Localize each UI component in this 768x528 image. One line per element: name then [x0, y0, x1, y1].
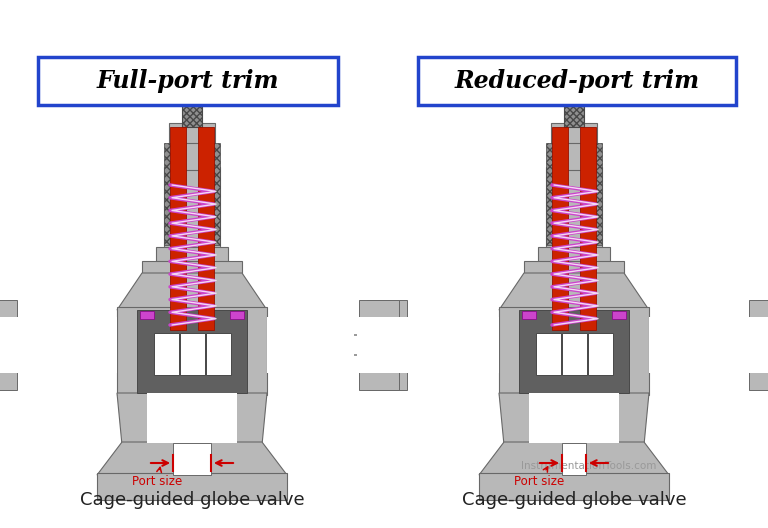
- Bar: [529, 393, 619, 443]
- Bar: [140, 311, 154, 319]
- Bar: [479, 473, 669, 500]
- Bar: [359, 320, 499, 370]
- Bar: [182, 73, 202, 127]
- Bar: [137, 310, 247, 393]
- Bar: [418, 57, 736, 105]
- Bar: [173, 143, 211, 170]
- Bar: [154, 333, 179, 375]
- Bar: [359, 317, 499, 373]
- Bar: [538, 247, 610, 265]
- Bar: [555, 143, 593, 170]
- Bar: [649, 317, 768, 373]
- Bar: [524, 261, 624, 277]
- Bar: [499, 307, 649, 395]
- Polygon shape: [499, 393, 649, 445]
- Bar: [612, 311, 626, 319]
- Text: InstrumentationTools.com: InstrumentationTools.com: [521, 461, 657, 471]
- Bar: [564, 73, 584, 127]
- Bar: [180, 333, 205, 375]
- Bar: [649, 320, 768, 370]
- Bar: [230, 311, 244, 319]
- Bar: [38, 57, 338, 105]
- Bar: [580, 127, 596, 330]
- Text: Full-port trim: Full-port trim: [97, 69, 280, 93]
- Bar: [0, 320, 117, 370]
- Text: Port size: Port size: [132, 467, 182, 488]
- Bar: [519, 310, 629, 393]
- Bar: [156, 247, 228, 265]
- Bar: [164, 143, 178, 245]
- Polygon shape: [117, 273, 267, 310]
- Bar: [546, 167, 602, 255]
- Polygon shape: [499, 273, 649, 310]
- Bar: [551, 123, 597, 145]
- Bar: [0, 300, 17, 390]
- Bar: [749, 300, 768, 390]
- Bar: [522, 311, 536, 319]
- Bar: [359, 300, 399, 390]
- Bar: [562, 333, 587, 375]
- Bar: [552, 127, 568, 330]
- Text: Port size: Port size: [514, 467, 564, 488]
- Bar: [367, 300, 407, 390]
- Polygon shape: [97, 442, 287, 475]
- Text: Reduced-port trim: Reduced-port trim: [455, 69, 700, 93]
- Polygon shape: [479, 442, 669, 475]
- Bar: [546, 143, 560, 245]
- Text: Cage-guided globe valve: Cage-guided globe valve: [462, 491, 687, 509]
- Bar: [170, 127, 186, 330]
- Bar: [588, 143, 602, 245]
- Bar: [588, 333, 613, 375]
- Bar: [198, 127, 214, 330]
- Bar: [536, 333, 561, 375]
- Bar: [206, 143, 220, 245]
- Bar: [169, 123, 215, 145]
- Bar: [97, 473, 287, 500]
- Polygon shape: [117, 393, 267, 445]
- Bar: [0, 317, 117, 373]
- Bar: [173, 443, 211, 475]
- Bar: [117, 307, 267, 395]
- Bar: [147, 393, 237, 443]
- Bar: [267, 317, 407, 373]
- Bar: [267, 320, 407, 370]
- Bar: [142, 261, 242, 277]
- Bar: [562, 443, 586, 475]
- Text: Cage-guided globe valve: Cage-guided globe valve: [80, 491, 304, 509]
- Bar: [164, 167, 220, 255]
- Bar: [206, 333, 231, 375]
